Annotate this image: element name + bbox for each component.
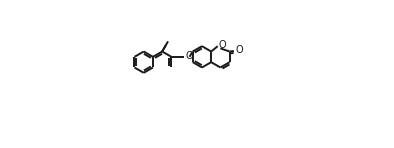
Text: O: O bbox=[185, 52, 193, 62]
Text: O: O bbox=[218, 40, 226, 50]
Text: O: O bbox=[236, 45, 243, 55]
